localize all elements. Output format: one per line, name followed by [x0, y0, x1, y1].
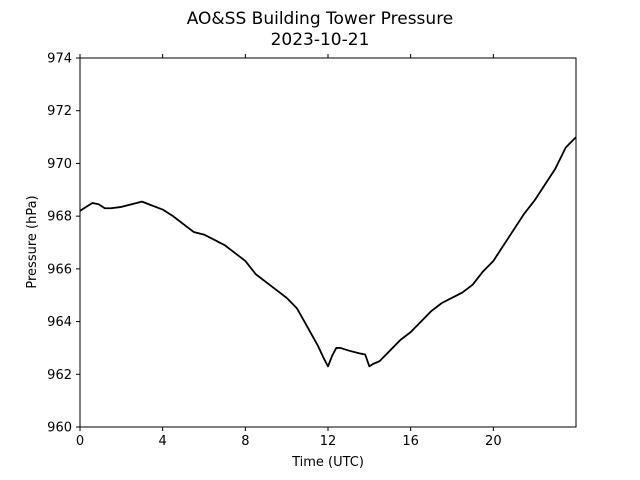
series-line: [80, 137, 576, 366]
y-tick-label: 968: [47, 210, 72, 225]
chart-subtitle: 2023-10-21: [271, 30, 370, 50]
x-tick-label: 8: [241, 434, 249, 449]
x-tick-label: 16: [402, 434, 419, 449]
y-tick-label: 972: [47, 104, 72, 119]
y-tick-label: 966: [47, 262, 72, 277]
x-tick-label: 12: [320, 434, 337, 449]
x-axis-label: Time (UTC): [291, 455, 364, 470]
y-tick-label: 970: [47, 157, 72, 172]
x-tick-label: 20: [485, 434, 502, 449]
x-tick-label: 4: [159, 434, 167, 449]
chart-title: AO&SS Building Tower Pressure: [187, 9, 454, 29]
y-tick-label: 962: [47, 368, 72, 383]
y-tick-label: 964: [47, 315, 72, 330]
plot-frame: [80, 58, 576, 427]
y-axis-label: Pressure (hPa): [25, 195, 40, 288]
x-tick-label: 0: [76, 434, 84, 449]
y-tick-label: 974: [47, 52, 72, 67]
y-tick-label: 960: [47, 421, 72, 436]
axes: 0 4 8 12 16 20 960 962 964 966 968 970 972 974: [47, 52, 576, 450]
